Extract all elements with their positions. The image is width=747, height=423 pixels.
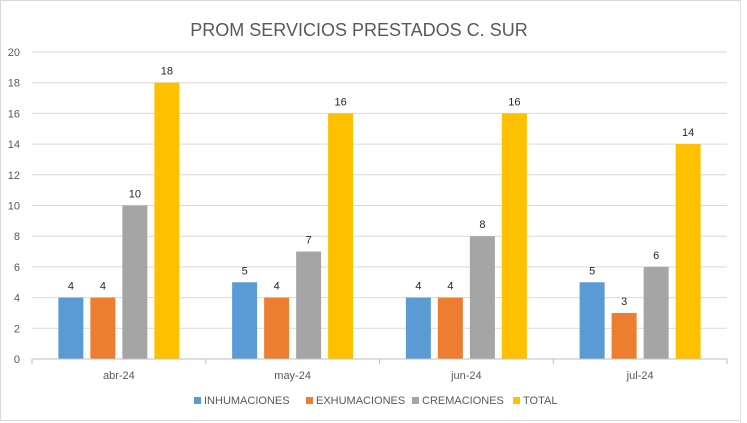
data-label-cremaciones-jul-24: 6 [653,250,659,262]
chart-title: PROM SERVICIOS PRESTADOS C. SUR [190,20,527,40]
bar-inhumaciones-jun-24 [405,297,431,359]
y-tick-label-14: 14 [8,139,20,151]
y-tick-label-6: 6 [14,262,20,274]
legend-label-exhumaciones: EXHUMACIONES [316,395,405,407]
bar-cremaciones-abr-24 [122,205,148,359]
gridlines [32,51,727,329]
data-label-total-jun-24: 16 [508,96,520,108]
bar-exhumaciones-may-24 [264,297,290,359]
sheet-edge [740,0,747,423]
data-label-exhumaciones-abr-24: 4 [100,281,106,293]
legend-label-inhumaciones: INHUMACIONES [204,395,290,407]
data-label-cremaciones-may-24: 7 [306,235,312,247]
y-tick-label-0: 0 [14,354,20,366]
data-label-exhumaciones-may-24: 4 [274,281,280,293]
data-label-inhumaciones-jun-24: 4 [415,281,421,293]
x-tick-label-jul-24: jul-24 [626,370,654,382]
x-axis: abr-24 may-24 jun-24 jul-24 [31,358,728,382]
bar-exhumaciones-jun-24 [437,297,463,359]
data-labels: 4 4 10 18 5 4 7 16 4 4 8 16 5 3 6 14 [68,66,694,308]
bar-inhumaciones-may-24 [232,282,258,359]
bar-cremaciones-may-24 [296,251,322,359]
bar-total-jun-24 [501,113,527,360]
bar-total-abr-24 [154,82,180,359]
data-label-total-may-24: 16 [335,96,347,108]
data-label-inhumaciones-jul-24: 5 [589,265,595,277]
legend-swatch-inhumaciones [194,397,201,404]
bars [58,82,701,360]
y-tick-label-8: 8 [14,231,20,243]
legend-swatch-total [513,397,520,404]
legend-swatch-exhumaciones [306,397,313,404]
bar-inhumaciones-abr-24 [58,297,84,359]
data-label-cremaciones-abr-24: 10 [129,189,141,201]
bar-total-may-24 [328,113,354,360]
legend-swatch-cremaciones [412,397,419,404]
legend-label-cremaciones: CREMACIONES [422,395,504,407]
y-tick-label-20: 20 [8,47,20,59]
y-tick-label-4: 4 [14,293,20,305]
x-tick-label-jun-24: jun-24 [450,370,482,382]
y-tick-label-12: 12 [8,170,20,182]
x-tick-label-abr-24: abr-24 [103,370,135,382]
data-label-exhumaciones-jul-24: 3 [621,296,627,308]
data-label-inhumaciones-abr-24: 4 [68,281,74,293]
data-label-total-abr-24: 18 [161,66,173,78]
bar-total-jul-24 [675,144,701,359]
y-tick-label-2: 2 [14,323,20,335]
bar-exhumaciones-jul-24 [611,312,637,359]
data-label-total-jul-24: 14 [682,127,694,139]
data-label-inhumaciones-may-24: 5 [242,265,248,277]
y-tick-label-10: 10 [8,201,20,213]
x-tick-label-may-24: may-24 [274,370,311,382]
legend: INHUMACIONES EXHUMACIONES CREMACIONES TOTAL [194,395,557,407]
y-tick-label-16: 16 [8,108,20,120]
legend-label-total: TOTAL [523,395,557,407]
data-label-cremaciones-jun-24: 8 [479,219,485,231]
bar-exhumaciones-abr-24 [90,297,116,359]
y-tick-label-18: 18 [8,78,20,90]
y-axis: 0 2 4 6 8 10 12 14 16 18 20 [8,47,20,366]
data-label-exhumaciones-jun-24: 4 [447,281,453,293]
bar-cremaciones-jul-24 [643,266,669,359]
bar-inhumaciones-jul-24 [579,282,605,359]
bar-cremaciones-jun-24 [469,236,495,359]
